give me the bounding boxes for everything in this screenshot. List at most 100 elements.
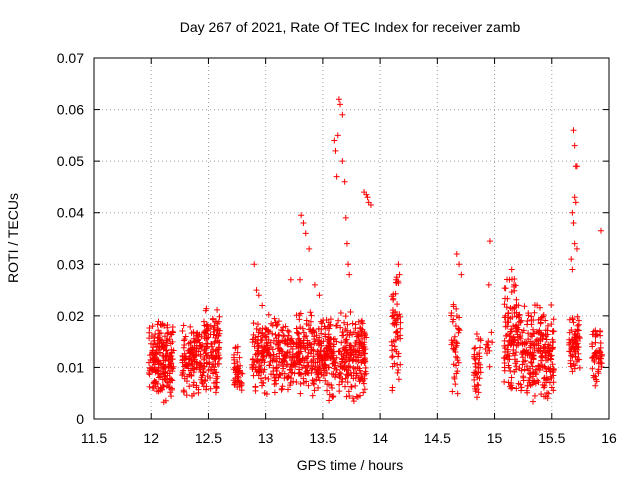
data-point: [340, 332, 347, 339]
data-point: [507, 367, 514, 374]
data-point: [572, 199, 579, 206]
data-point: [300, 355, 307, 362]
data-point: [287, 379, 294, 386]
data-point: [516, 318, 523, 325]
data-point: [193, 364, 200, 371]
data-point: [298, 371, 305, 378]
data-point: [324, 381, 331, 388]
data-point: [393, 276, 400, 283]
data-point: [570, 220, 577, 227]
data-point: [529, 349, 536, 356]
data-point: [151, 337, 158, 344]
data-point: [394, 361, 401, 368]
y-tick-label: 0.02: [57, 308, 84, 324]
data-point: [155, 370, 162, 377]
data-point: [354, 331, 361, 338]
data-point: [511, 336, 518, 343]
data-point: [321, 323, 328, 330]
data-point: [160, 366, 167, 373]
data-point: [148, 340, 155, 347]
data-point: [334, 132, 341, 139]
data-point: [307, 309, 314, 316]
data-point: [390, 338, 397, 345]
data-point: [266, 352, 273, 359]
data-point: [531, 345, 538, 352]
data-point: [170, 363, 177, 370]
data-point: [293, 354, 300, 361]
data-point: [204, 322, 211, 329]
data-point: [308, 348, 315, 354]
data-point: [303, 317, 310, 324]
data-point: [471, 353, 478, 360]
data-point: [515, 302, 522, 309]
data-point: [571, 336, 578, 343]
data-point: [215, 332, 222, 339]
data-point: [304, 369, 311, 376]
data-point: [458, 271, 465, 278]
data-point: [538, 361, 545, 368]
data-point: [507, 304, 514, 311]
data-point: [231, 351, 238, 358]
data-point: [395, 367, 402, 374]
data-point: [297, 324, 304, 331]
data-point: [329, 393, 336, 400]
data-point: [548, 321, 555, 328]
data-point: [344, 321, 351, 328]
data-point: [297, 359, 304, 366]
data-point: [343, 327, 350, 334]
data-point: [531, 309, 538, 316]
data-point: [544, 327, 551, 334]
data-point: [186, 371, 193, 378]
data-point: [308, 328, 315, 335]
data-point: [338, 339, 345, 346]
data-point: [162, 397, 169, 404]
data-point: [259, 302, 266, 309]
data-point: [324, 387, 331, 394]
x-tick-label: 14: [372, 430, 388, 446]
data-point: [358, 328, 365, 335]
data-point: [253, 287, 260, 294]
data-point: [207, 385, 214, 392]
data-point: [337, 324, 344, 331]
data-point: [281, 352, 288, 359]
data-point: [353, 393, 360, 400]
data-point: [346, 393, 353, 400]
data-point: [592, 339, 599, 346]
data-point: [324, 350, 331, 357]
data-point: [524, 382, 531, 389]
data-point: [157, 349, 164, 356]
data-point: [193, 332, 200, 339]
data-point: [284, 374, 291, 381]
data-point: [523, 387, 530, 394]
data-point: [165, 384, 172, 391]
data-point: [300, 379, 307, 386]
data-point: [367, 201, 374, 208]
data-point: [267, 358, 274, 365]
data-point: [232, 344, 239, 351]
data-point: [356, 324, 363, 331]
data-point: [573, 245, 580, 252]
data-point: [168, 393, 175, 400]
data-point: [159, 376, 166, 383]
data-point: [519, 354, 526, 361]
y-tick-label: 0.04: [57, 205, 84, 221]
data-point: [338, 356, 345, 363]
data-point: [473, 370, 480, 377]
data-point: [508, 288, 515, 295]
data-point: [575, 344, 582, 351]
data-point: [256, 327, 263, 334]
data-point: [510, 350, 517, 357]
data-point: [357, 376, 364, 383]
data-point: [569, 266, 576, 273]
data-point: [395, 353, 402, 360]
data-point: [214, 306, 221, 313]
data-point: [488, 329, 495, 336]
data-point: [262, 374, 269, 381]
data-point: [254, 356, 261, 363]
data-point: [146, 383, 153, 390]
data-point: [592, 382, 599, 389]
data-point: [568, 326, 575, 333]
data-point: [311, 381, 318, 388]
data-point: [155, 327, 162, 334]
data-point: [506, 352, 513, 359]
